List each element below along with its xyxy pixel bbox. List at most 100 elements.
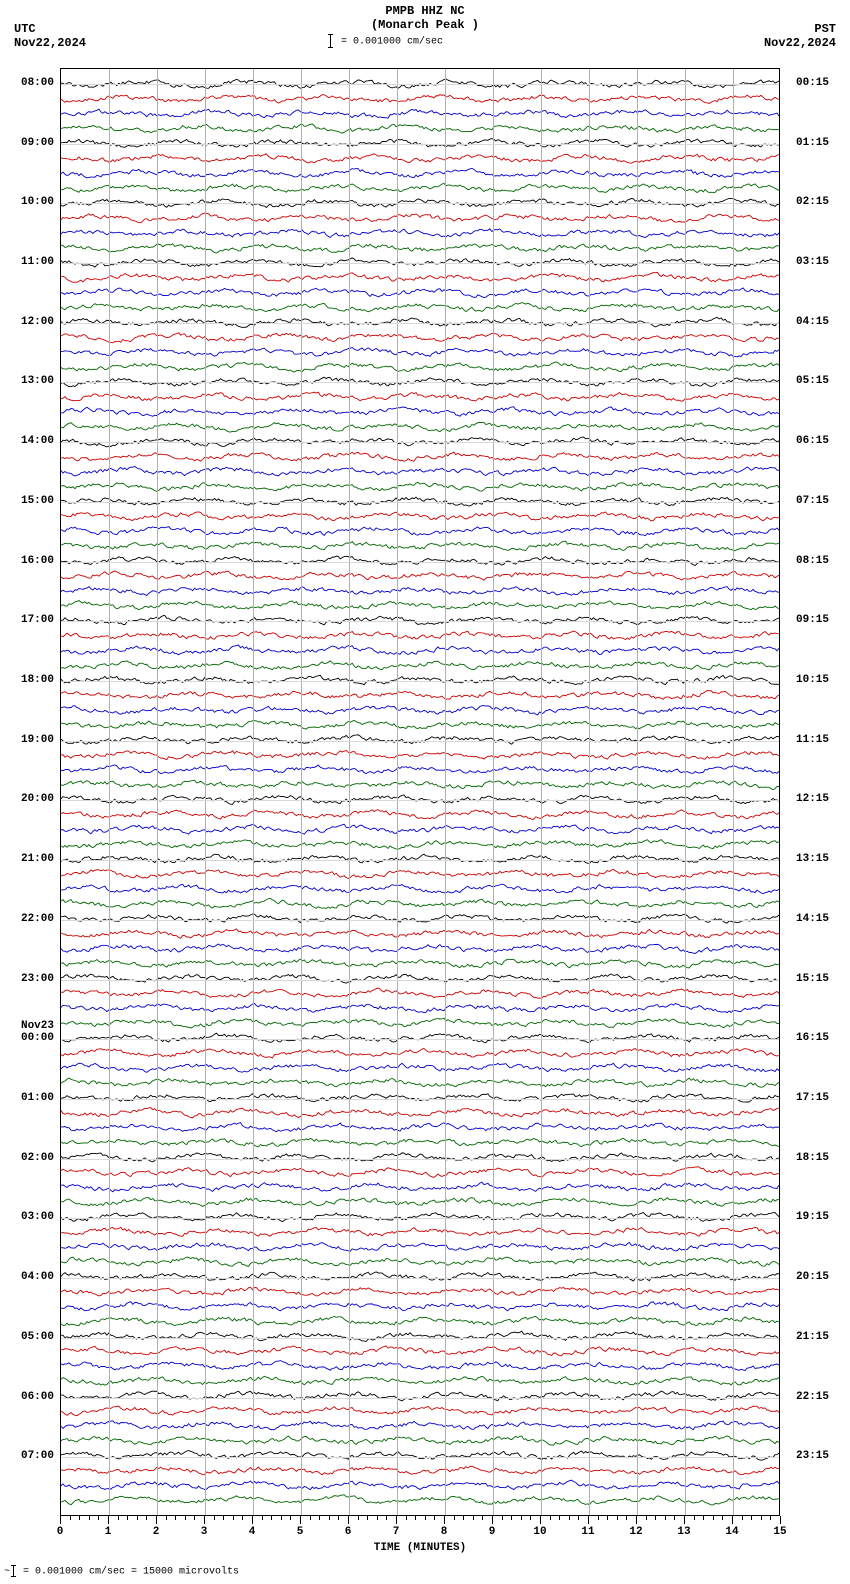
pst-hour-label: 23:15 [796, 1450, 829, 1462]
tz-left: UTC [14, 22, 36, 36]
x-tick-label: 14 [725, 1526, 738, 1538]
trace [61, 1182, 779, 1192]
trace [61, 1466, 779, 1474]
utc-hour-label: 19:00 [21, 734, 54, 746]
date-rollover-marker: Nov23 [21, 1020, 54, 1032]
trace [61, 1167, 779, 1177]
pst-hour-label: 18:15 [796, 1152, 829, 1164]
utc-hour-label: 17:00 [21, 614, 54, 626]
trace [61, 1316, 779, 1325]
x-tick-label: 3 [201, 1526, 208, 1538]
trace [61, 1480, 779, 1489]
trace [61, 95, 779, 104]
trace [61, 333, 779, 343]
trace [61, 780, 779, 789]
trace [61, 735, 779, 744]
utc-hour-label: 06:00 [21, 1391, 54, 1403]
left-axis-labels: 08:0009:0010:0011:0012:0013:0014:0015:00… [0, 68, 58, 1516]
pst-hour-label: 13:15 [796, 853, 829, 865]
utc-hour-label: 04:00 [21, 1271, 54, 1283]
footer-text: = 0.001000 cm/sec = 15000 microvolts [17, 1567, 239, 1578]
trace [61, 615, 779, 624]
x-tick-label: 0 [57, 1526, 64, 1538]
utc-hour-label: 11:00 [21, 256, 54, 268]
date-left: Nov22,2024 [14, 36, 86, 50]
pst-hour-label: 22:15 [796, 1391, 829, 1403]
trace [61, 541, 779, 551]
pst-hour-label: 16:15 [796, 1032, 829, 1044]
trace [61, 392, 779, 401]
trace [61, 1213, 779, 1222]
trace [61, 168, 779, 177]
x-tick-label: 11 [581, 1526, 594, 1538]
trace [61, 898, 779, 908]
pst-hour-label: 14:15 [796, 913, 829, 925]
trace [61, 1018, 779, 1028]
trace [61, 1287, 779, 1296]
utc-hour-label: 13:00 [21, 375, 54, 387]
x-tick-label: 6 [345, 1526, 352, 1538]
utc-hour-label: 22:00 [21, 913, 54, 925]
trace [61, 1063, 779, 1072]
trace [61, 1153, 779, 1162]
x-tick-label: 12 [629, 1526, 642, 1538]
pst-hour-label: 21:15 [796, 1331, 829, 1343]
trace [61, 154, 779, 163]
traces-svg [61, 69, 779, 1515]
trace [61, 661, 779, 670]
trace [61, 362, 779, 372]
utc-hour-label: 03:00 [21, 1211, 54, 1223]
x-tick-label: 4 [249, 1526, 256, 1538]
trace [61, 183, 779, 192]
utc-hour-label: 01:00 [21, 1092, 54, 1104]
x-tick-label: 5 [297, 1526, 304, 1538]
utc-hour-label: 08:00 [21, 77, 54, 89]
x-tick-label: 8 [441, 1526, 448, 1538]
trace [61, 1495, 779, 1505]
pst-hour-label: 12:15 [796, 793, 829, 805]
trace [61, 587, 779, 596]
utc-hour-label: 00:00 [21, 1032, 54, 1044]
trace [61, 720, 779, 729]
scale-text: = 0.001000 cm/sec [335, 37, 443, 48]
footer-scale: ~ = 0.001000 cm/sec = 15000 microvolts [4, 1565, 239, 1578]
trace [61, 675, 779, 684]
pst-hour-label: 19:15 [796, 1211, 829, 1223]
trace [61, 988, 779, 998]
trace [61, 690, 779, 699]
trace [61, 272, 779, 282]
pst-hour-label: 08:15 [796, 555, 829, 567]
utc-hour-label: 05:00 [21, 1331, 54, 1343]
utc-hour-label: 18:00 [21, 674, 54, 686]
trace [61, 750, 779, 759]
trace [61, 1272, 779, 1281]
trace [61, 1346, 779, 1356]
trace [61, 1049, 779, 1058]
trace [61, 1138, 779, 1146]
tz-right: PST [814, 22, 836, 36]
utc-hour-label: 14:00 [21, 435, 54, 447]
trace [61, 213, 779, 223]
trace [61, 229, 779, 238]
x-axis-title: TIME (MINUTES) [374, 1542, 466, 1554]
pst-hour-label: 07:15 [796, 495, 829, 507]
seismogram-plot [60, 68, 780, 1516]
pst-hour-label: 15:15 [796, 973, 829, 985]
trace [61, 1033, 779, 1043]
trace [61, 109, 779, 118]
trace [61, 1391, 779, 1401]
trace [61, 1003, 779, 1012]
x-axis: TIME (MINUTES) 0123456789101112131415 [60, 1516, 780, 1556]
x-tick-label: 10 [533, 1526, 546, 1538]
trace [61, 1451, 779, 1461]
trace [61, 452, 779, 461]
station-code: PMPB HHZ NC [385, 4, 464, 18]
trace [61, 1302, 779, 1311]
pst-hour-label: 04:15 [796, 316, 829, 328]
trace [61, 348, 779, 357]
trace [61, 482, 779, 491]
utc-hour-label: 15:00 [21, 495, 54, 507]
trace [61, 601, 779, 610]
header: PMPB HHZ NC (Monarch Peak ) = 0.001000 c… [0, 4, 850, 60]
utc-hour-label: 23:00 [21, 973, 54, 985]
